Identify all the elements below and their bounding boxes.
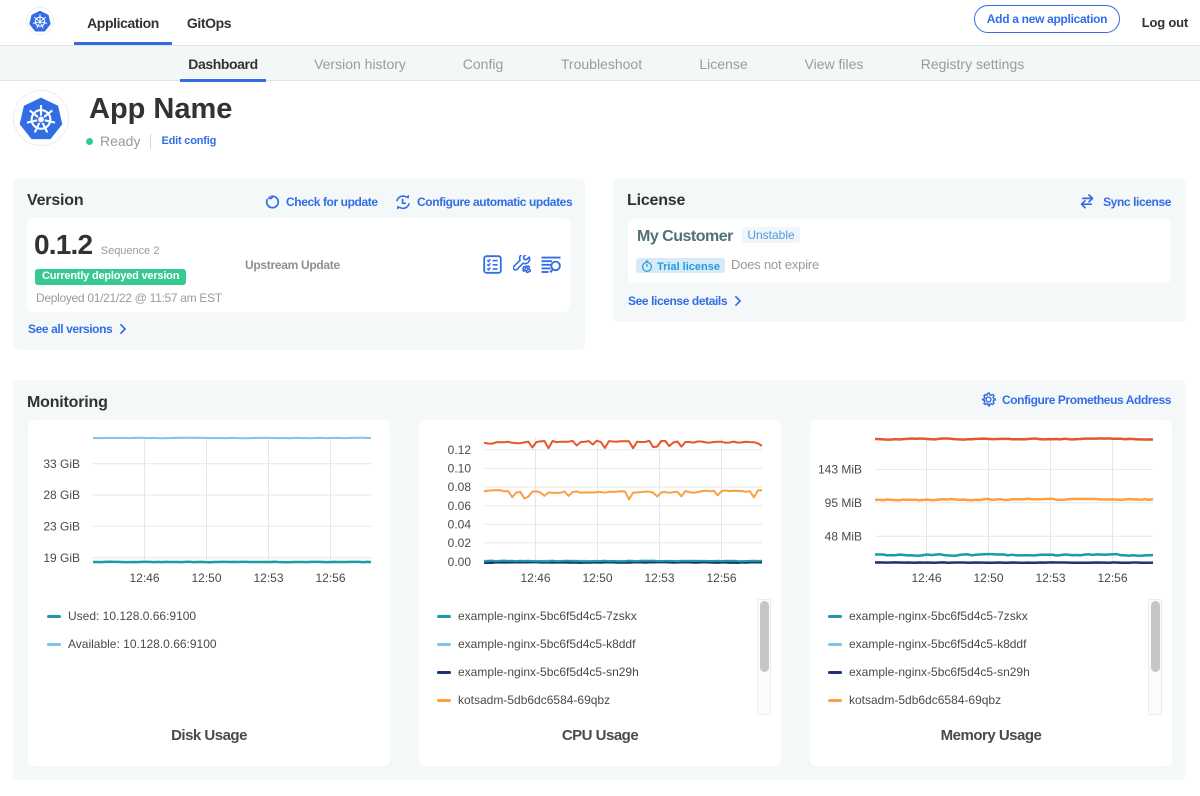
svg-text:143 MiB: 143 MiB <box>818 463 862 477</box>
svg-text:12:50: 12:50 <box>191 571 221 585</box>
svg-text:0.06: 0.06 <box>448 499 472 513</box>
svg-text:12:53: 12:53 <box>644 571 674 585</box>
svg-text:12:46: 12:46 <box>520 571 550 585</box>
svg-text:0.12: 0.12 <box>448 443 472 457</box>
svg-text:0.10: 0.10 <box>448 462 472 476</box>
svg-text:12:53: 12:53 <box>253 571 283 585</box>
svg-text:0.00: 0.00 <box>448 555 472 569</box>
svg-text:23 GiB: 23 GiB <box>43 520 80 534</box>
svg-text:95 MiB: 95 MiB <box>825 496 862 510</box>
svg-text:33 GiB: 33 GiB <box>43 457 80 471</box>
svg-text:0.02: 0.02 <box>448 536 472 550</box>
svg-text:48 MiB: 48 MiB <box>825 530 862 544</box>
svg-text:0.08: 0.08 <box>448 480 472 494</box>
svg-text:19 GiB: 19 GiB <box>43 551 80 565</box>
svg-text:12:50: 12:50 <box>973 571 1003 585</box>
svg-text:12:56: 12:56 <box>706 571 736 585</box>
svg-text:12:46: 12:46 <box>911 571 941 585</box>
svg-text:0.04: 0.04 <box>448 518 472 532</box>
svg-text:12:50: 12:50 <box>582 571 612 585</box>
svg-text:12:46: 12:46 <box>129 571 159 585</box>
svg-text:12:53: 12:53 <box>1035 571 1065 585</box>
svg-text:12:56: 12:56 <box>1097 571 1127 585</box>
svg-text:28 GiB: 28 GiB <box>43 488 80 502</box>
svg-text:12:56: 12:56 <box>315 571 345 585</box>
